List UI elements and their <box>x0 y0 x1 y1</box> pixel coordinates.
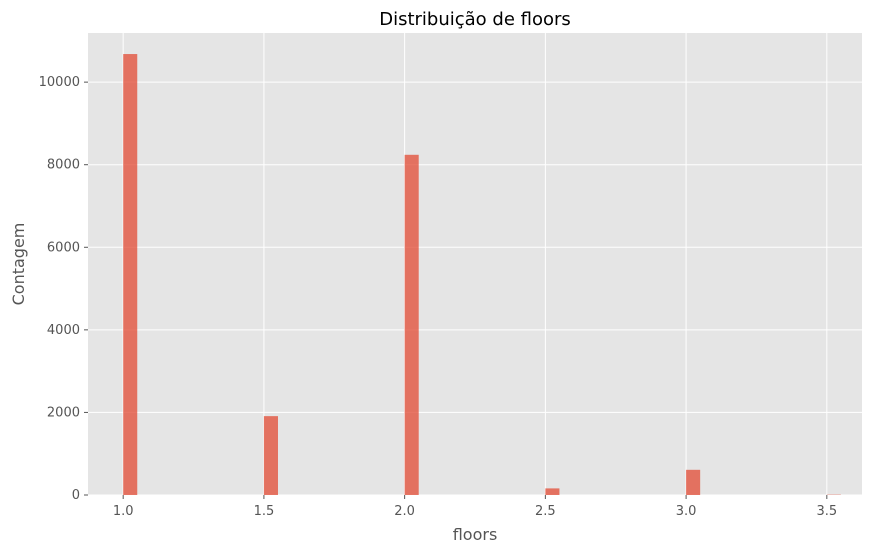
histogram-bar <box>545 488 560 495</box>
x-tick-label: 1.0 <box>113 504 134 519</box>
x-tick-label: 3.5 <box>816 504 837 519</box>
y-tick-label: 6000 <box>47 240 80 255</box>
histogram-bar <box>404 154 419 495</box>
x-tick-label: 3.0 <box>676 504 697 519</box>
y-axis-ticks: 0 2000 4000 6000 8000 10000 <box>39 75 88 503</box>
x-tick-label: 1.5 <box>254 504 275 519</box>
histogram-bar <box>686 469 701 495</box>
y-tick-label: 4000 <box>47 323 80 338</box>
y-tick-label: 8000 <box>47 158 80 173</box>
x-tick-label: 2.0 <box>394 504 415 519</box>
y-tick-label: 10000 <box>39 75 80 90</box>
x-axis-ticks: 1.0 1.5 2.0 2.5 3.0 3.5 <box>113 495 837 519</box>
y-axis-label: Contagem <box>9 223 28 306</box>
grid-lines <box>88 33 862 496</box>
histogram-bars <box>123 54 841 495</box>
y-tick-label: 0 <box>72 488 80 503</box>
x-tick-label: 2.5 <box>535 504 556 519</box>
plot-area <box>88 33 862 495</box>
x-axis-label: floors <box>453 525 498 544</box>
chart-title: Distribuição de floors <box>379 9 571 30</box>
y-tick-label: 2000 <box>47 405 80 420</box>
histogram-bar <box>123 54 138 495</box>
histogram-bar <box>263 416 278 495</box>
